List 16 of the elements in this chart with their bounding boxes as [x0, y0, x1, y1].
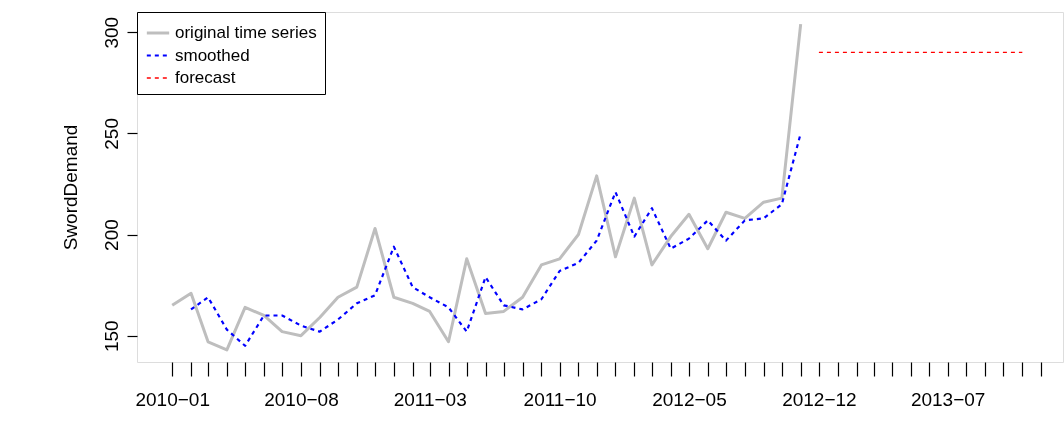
x-tick-label: 2010−01: [135, 388, 210, 410]
legend-label: original time series: [175, 23, 317, 42]
y-tick-label: 200: [100, 219, 122, 251]
x-tick-label: 2012−05: [652, 388, 727, 410]
x-tick-label: 2012−12: [782, 388, 857, 410]
y-tick-label: 150: [100, 320, 122, 353]
y-axis-title: SwordDemand: [59, 124, 81, 251]
line-series: [170, 22, 803, 352]
y-tick-label: 250: [100, 118, 122, 150]
x-tick-label: 2011−10: [523, 388, 597, 410]
x-tick-label: 2013−07: [910, 388, 986, 410]
x-tick-label: 2011−03: [393, 388, 467, 410]
legend-label: forecast: [175, 68, 236, 87]
y-tick-label: 300: [100, 16, 122, 49]
x-tick-label: 2010−08: [264, 388, 339, 410]
legend-label: smoothed: [175, 45, 250, 65]
